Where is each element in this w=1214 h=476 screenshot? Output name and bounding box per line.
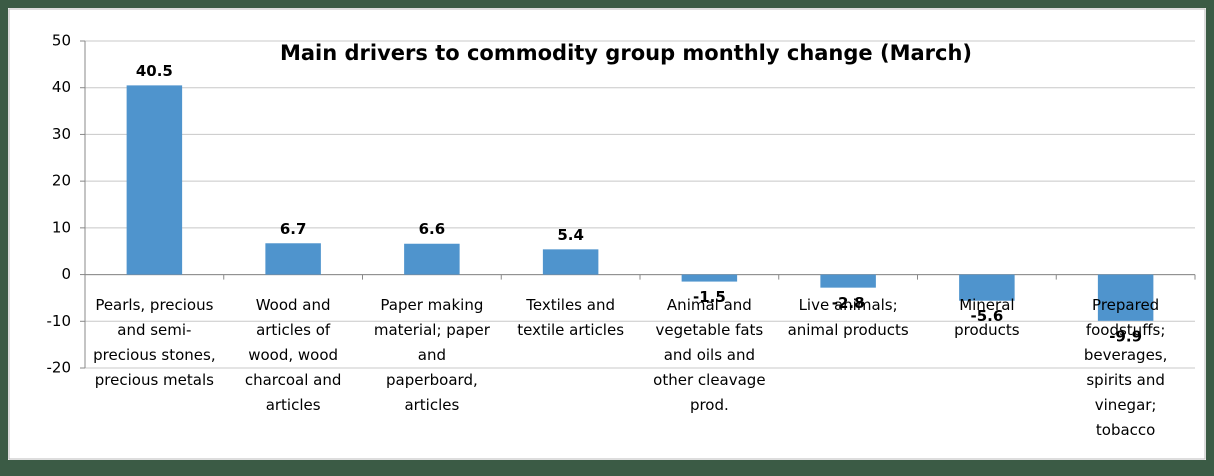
bar	[126, 85, 183, 275]
x-tick-label: Pearls, precious and semi-precious stone…	[93, 295, 216, 389]
chart-title: Main drivers to commodity group monthly …	[280, 41, 972, 65]
x-tick-label: Mineral products	[954, 295, 1020, 339]
bar	[820, 274, 876, 288]
y-tick-label: 20	[52, 172, 71, 190]
y-tick-label: -20	[47, 359, 72, 377]
x-tick-label-box: Textiles and textile articles	[517, 295, 625, 339]
x-tick-label: Animal and vegetable fats and oils and o…	[653, 295, 766, 414]
bar	[959, 274, 1015, 301]
y-tick-label: 50	[52, 32, 71, 50]
value-label: 5.4	[557, 226, 584, 244]
y-tick-label: 0	[61, 265, 71, 283]
chart: Main drivers to commodity group monthly …	[8, 8, 1206, 460]
x-tick-label: Live animals; animal products	[787, 295, 909, 339]
value-label: -1.5	[693, 288, 726, 306]
x-tick-label: Prepared foodstuffs; beverages, spirits …	[1083, 295, 1168, 439]
y-tick-label: 40	[52, 78, 71, 96]
value-label: -2.8	[832, 294, 865, 312]
x-tick-label: Paper making material; paper and paperbo…	[373, 295, 490, 414]
value-label: 6.6	[419, 220, 446, 238]
y-tick-label: 10	[52, 218, 71, 236]
value-label: -9.9	[1109, 327, 1142, 345]
y-tick-label: 30	[52, 125, 71, 143]
bar	[1097, 274, 1154, 321]
bar	[265, 243, 321, 275]
x-tick-label-box: Paper making material; paper and paperbo…	[373, 295, 490, 414]
bar	[542, 249, 599, 275]
x-tick-label-box: Prepared foodstuffs; beverages, spirits …	[1083, 295, 1168, 439]
value-label: 6.7	[280, 220, 307, 238]
x-tick-label: Wood and articles of wood, wood charcoal…	[244, 295, 342, 414]
value-label: -5.6	[970, 307, 1003, 325]
x-tick-label-box: Wood and articles of wood, wood charcoal…	[244, 295, 342, 414]
frame: Main drivers to commodity group monthly …	[8, 8, 1206, 460]
bar	[404, 243, 460, 275]
x-tick-label: Textiles and textile articles	[517, 295, 625, 339]
y-tick-label: -10	[47, 312, 72, 330]
x-tick-label-box: Animal and vegetable fats and oils and o…	[653, 295, 766, 414]
x-tick-label-box: Mineral products	[954, 295, 1020, 339]
x-tick-label-box: Live animals; animal products	[787, 295, 909, 339]
bar	[681, 274, 738, 282]
value-label: 40.5	[136, 62, 173, 80]
x-tick-label-box: Pearls, precious and semi-precious stone…	[93, 295, 216, 389]
chart-border	[8, 8, 1206, 460]
